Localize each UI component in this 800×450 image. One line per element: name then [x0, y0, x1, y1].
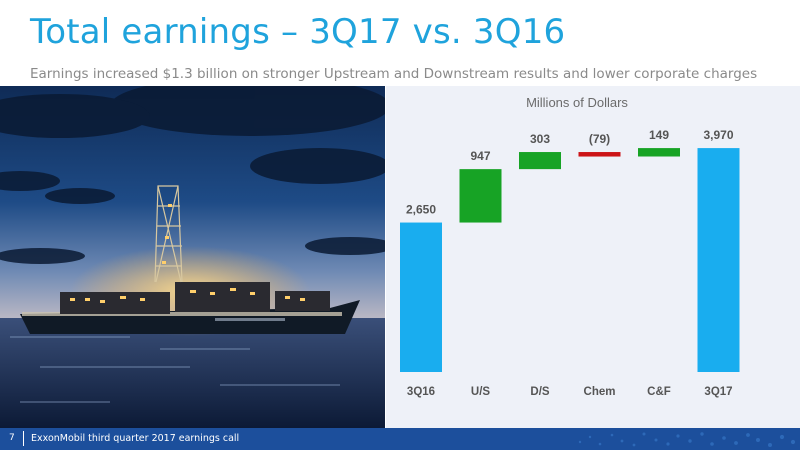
- data-label-cf: 149: [649, 128, 669, 142]
- bar-ds: [519, 152, 561, 170]
- bar-us: [459, 169, 502, 223]
- bar-3q16: [400, 222, 442, 372]
- x-tick-us: U/S: [471, 386, 491, 398]
- x-tick-3q17: 3Q17: [704, 386, 732, 398]
- data-label-us: 947: [470, 149, 490, 163]
- data-label-ds: 303: [530, 132, 550, 146]
- footer-text: ExxonMobil third quarter 2017 earnings c…: [31, 433, 240, 444]
- drillship-photo: [0, 86, 385, 428]
- page-number: 7: [9, 433, 15, 443]
- x-tick-chem: Chem: [584, 386, 616, 398]
- bar-3q17: [697, 148, 740, 372]
- slide-subtitle: Earnings increased $1.3 billion on stron…: [30, 66, 758, 82]
- chart-title: Millions of Dollars: [526, 95, 628, 110]
- x-tick-3q16: 3Q16: [407, 386, 435, 398]
- bar-cf: [638, 148, 680, 157]
- data-label-chem: (79): [589, 132, 610, 146]
- footer-pattern: [578, 432, 796, 447]
- slide-title: Total earnings – 3Q17 vs. 3Q16: [30, 12, 566, 52]
- bar-chem: [578, 152, 621, 157]
- data-label-3q16: 2,650: [406, 203, 436, 217]
- chart-panel: Millions of Dollars 2,650 3Q16 947 U/S 303 D/…: [386, 86, 800, 428]
- x-tick-cf: C&F: [647, 386, 671, 398]
- data-label-3q17: 3,970: [703, 128, 733, 142]
- drillship-image: [0, 86, 385, 428]
- footer-bar: 7 ExxonMobil third quarter 2017 earnings…: [0, 428, 800, 450]
- earnings-waterfall-chart: Millions of Dollars 2,650 3Q16 947 U/S 303 D/…: [400, 95, 740, 398]
- x-tick-ds: D/S: [530, 386, 550, 398]
- footer-divider: [23, 431, 24, 446]
